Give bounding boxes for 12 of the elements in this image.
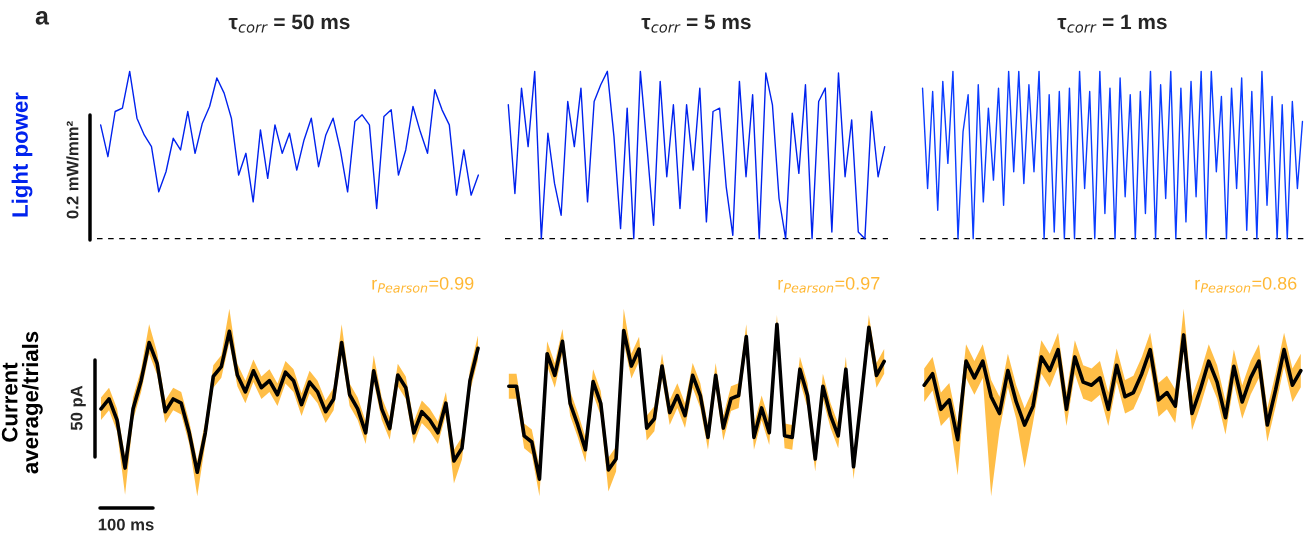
- text: r$_{Pearson}$=0.99: [372, 276, 474, 293]
- text: r$_{Pearson}$=0.97: [778, 276, 880, 293]
- text: 100 ms: [98, 518, 154, 531]
- text: 50 pA: [70, 385, 86, 431]
- chart-title: τ$_{corr}$ = 1 ms: [1057, 14, 1167, 33]
- text: a: [35, 11, 50, 25]
- text: r$_{Pearson}$=0.86: [1195, 276, 1297, 293]
- chart-title: τ$_{corr}$ = 50 ms: [228, 14, 350, 33]
- text: 0.2 mW/mm²: [66, 121, 79, 219]
- y-axis-title: Current average/trials: [1, 331, 43, 474]
- y-axis-title: Light power: [11, 92, 33, 217]
- chart-title: τ$_{corr}$ = 5 ms: [641, 14, 751, 33]
